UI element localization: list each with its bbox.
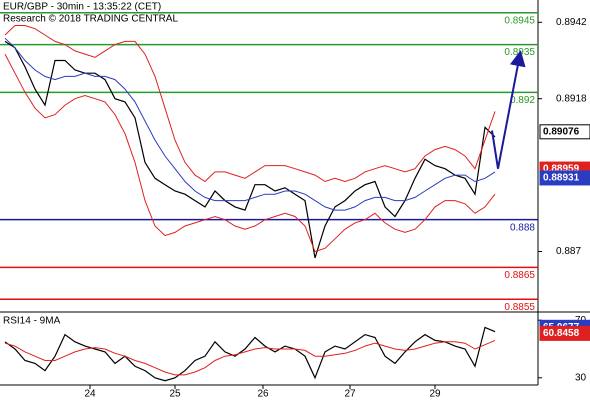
- x-tick-label: 29: [429, 389, 441, 400]
- last-value-box: [539, 170, 590, 186]
- x-tick-label: 26: [257, 389, 269, 400]
- forecast-arrow: [491, 50, 526, 169]
- last-value-label: 0.88959: [543, 164, 580, 175]
- x-tick-label: 24: [84, 389, 96, 400]
- y-tick-label: 0.8918: [556, 93, 587, 104]
- level-label: 0.8865: [504, 270, 535, 281]
- series-line: [4, 326, 496, 382]
- chart-title: EUR/GBP - 30min - 13:35:22 (CET): [3, 2, 161, 13]
- series-line: [4, 37, 496, 211]
- last-value-box: [539, 124, 590, 140]
- level-label: 0.8945: [504, 15, 535, 26]
- chart-subtitle: Research © 2018 TRADING CENTRAL: [3, 14, 178, 25]
- last-value-label: 0.88931: [543, 173, 580, 184]
- x-tick-label: 27: [344, 389, 356, 400]
- y-tick-label: 0.8942: [556, 17, 587, 28]
- rsi-title: RSI14 - 9MA: [3, 316, 61, 327]
- series-line: [4, 53, 496, 253]
- series-line: [4, 40, 496, 259]
- x-tick-label: 25: [169, 389, 181, 400]
- last-value-label: 60.8458: [543, 328, 580, 339]
- level-label: 0.892: [510, 95, 535, 106]
- level-label: 0.8855: [504, 302, 535, 313]
- y-tick-label: 30: [575, 372, 587, 383]
- series-line: [4, 339, 496, 376]
- level-label: 0.888: [510, 222, 535, 233]
- last-value-box: [539, 325, 590, 341]
- last-value-label: 0.89076: [543, 126, 580, 137]
- series-line: [4, 25, 496, 183]
- y-tick-label: 0.887: [556, 246, 581, 257]
